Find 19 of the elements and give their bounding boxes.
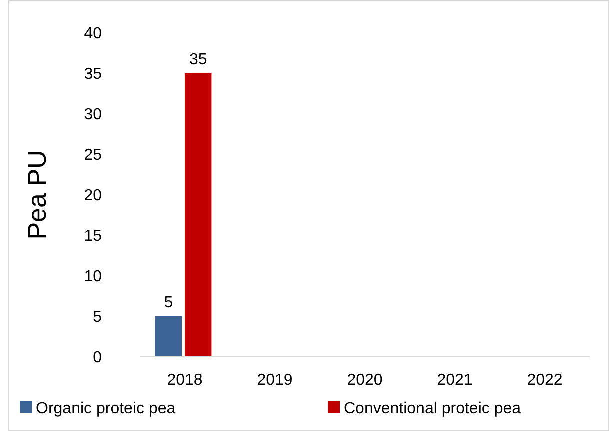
y-tick-label: 10	[84, 268, 102, 286]
y-tick-label: 40	[84, 26, 102, 43]
y-tick-label: 25	[84, 147, 102, 164]
x-tick-label: 2022	[527, 372, 563, 389]
y-tick-label: 30	[84, 106, 102, 124]
y-tick-label: 0	[93, 350, 102, 367]
y-tick-label: 35	[84, 66, 102, 84]
y-tick-label: 5	[93, 309, 102, 326]
data-label: 35	[189, 52, 208, 68]
data-label: 5	[164, 294, 174, 312]
x-tick-label: 2019	[257, 372, 293, 389]
legend-label: Conventional proteic pea	[344, 400, 522, 418]
y-tick-label: 15	[84, 228, 102, 246]
legend-label: Organic proteic pea	[36, 400, 176, 418]
y-tick-label: 20	[84, 188, 102, 205]
x-tick-label: 2020	[347, 372, 383, 389]
x-tick-label: 2021	[437, 372, 473, 389]
x-tick-label: 2018	[167, 372, 203, 389]
y-axis-title: Pea PU	[22, 150, 52, 240]
